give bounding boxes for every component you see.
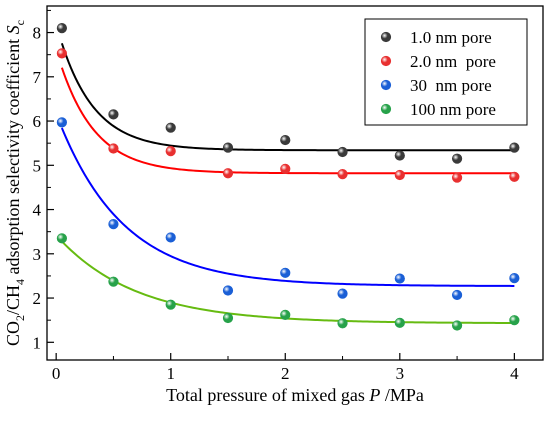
x-tick-label: 3 — [396, 364, 405, 383]
data-point-series-3 — [108, 219, 119, 230]
data-point-series-2 — [394, 169, 405, 181]
legend-label: 2.0 nm pore — [410, 52, 496, 71]
legend: 1.0 nm pore 2.0 nm pore 30 nm pore 100 nm p… — [364, 18, 528, 126]
data-point-series-1 — [451, 153, 463, 164]
data-point-series-2 — [280, 163, 291, 174]
data-point-series-3 — [165, 232, 176, 243]
data-point-series-4 — [108, 276, 119, 287]
legend-marker — [380, 103, 392, 115]
data-point-series-4 — [394, 317, 405, 328]
data-point-series-3 — [280, 267, 291, 278]
data-point-series-3 — [222, 285, 234, 296]
fit-curves — [60, 43, 515, 325]
data-point-series-3 — [56, 117, 67, 128]
y-tick-label: 4 — [33, 201, 42, 220]
data-points — [56, 23, 520, 331]
legend-marker — [380, 79, 392, 91]
data-point-series-4 — [222, 312, 234, 324]
legend-label: 100 nm pore — [410, 100, 496, 119]
data-point-series-1 — [56, 23, 67, 34]
data-point-series-4 — [280, 309, 291, 320]
data-point-series-3 — [337, 288, 348, 299]
y-tick-label: 3 — [33, 245, 42, 264]
y-tick-label: 6 — [33, 112, 42, 131]
plot-frame — [46, 5, 544, 361]
data-point-series-2 — [56, 48, 67, 59]
data-point-series-4 — [337, 318, 348, 329]
data-point-series-1 — [394, 150, 405, 161]
data-point-series-1 — [222, 142, 234, 153]
data-point-series-1 — [280, 134, 291, 146]
x-tick-label: 0 — [52, 364, 61, 383]
data-point-series-2 — [509, 171, 520, 182]
data-point-series-4 — [56, 233, 67, 244]
y-tick-label: 5 — [33, 156, 42, 175]
x-tick-label: 2 — [281, 364, 290, 383]
data-point-series-4 — [451, 320, 463, 331]
fit-curve-series-3 — [60, 127, 515, 287]
data-point-series-1 — [509, 142, 520, 153]
x-tick-label: 1 — [166, 364, 175, 383]
data-point-series-3 — [451, 289, 463, 301]
y-tick-label: 2 — [33, 289, 42, 308]
y-tick-label: 7 — [33, 68, 42, 87]
x-tick-label: 4 — [510, 364, 519, 383]
data-point-series-2 — [108, 143, 119, 154]
data-point-series-1 — [165, 122, 176, 133]
data-point-series-2 — [222, 168, 234, 179]
legend-label: 30 nm pore — [410, 76, 492, 95]
data-point-series-3 — [394, 273, 405, 284]
x-axis-title: Total pressure of mixed gas P /MPa — [166, 385, 424, 405]
data-point-series-2 — [337, 169, 348, 180]
data-point-series-1 — [108, 109, 119, 120]
data-point-series-4 — [165, 299, 176, 310]
data-point-series-2 — [451, 172, 463, 183]
y-tick-label: 8 — [33, 24, 42, 43]
fit-curve-series-1 — [60, 43, 515, 152]
legend-marker — [380, 31, 392, 43]
legend-marker — [380, 55, 392, 67]
legend-label: 1.0 nm pore — [410, 28, 492, 47]
data-point-series-2 — [165, 146, 176, 157]
fit-curve-series-2 — [60, 67, 515, 175]
y-tick-label: 1 — [33, 333, 42, 352]
data-point-series-4 — [509, 315, 520, 326]
data-point-series-3 — [509, 273, 520, 284]
legend-box — [364, 18, 528, 126]
data-point-series-1 — [337, 146, 348, 158]
y-axis-title: CO2/CH4 adsorption selectivity coefficie… — [3, 20, 27, 346]
